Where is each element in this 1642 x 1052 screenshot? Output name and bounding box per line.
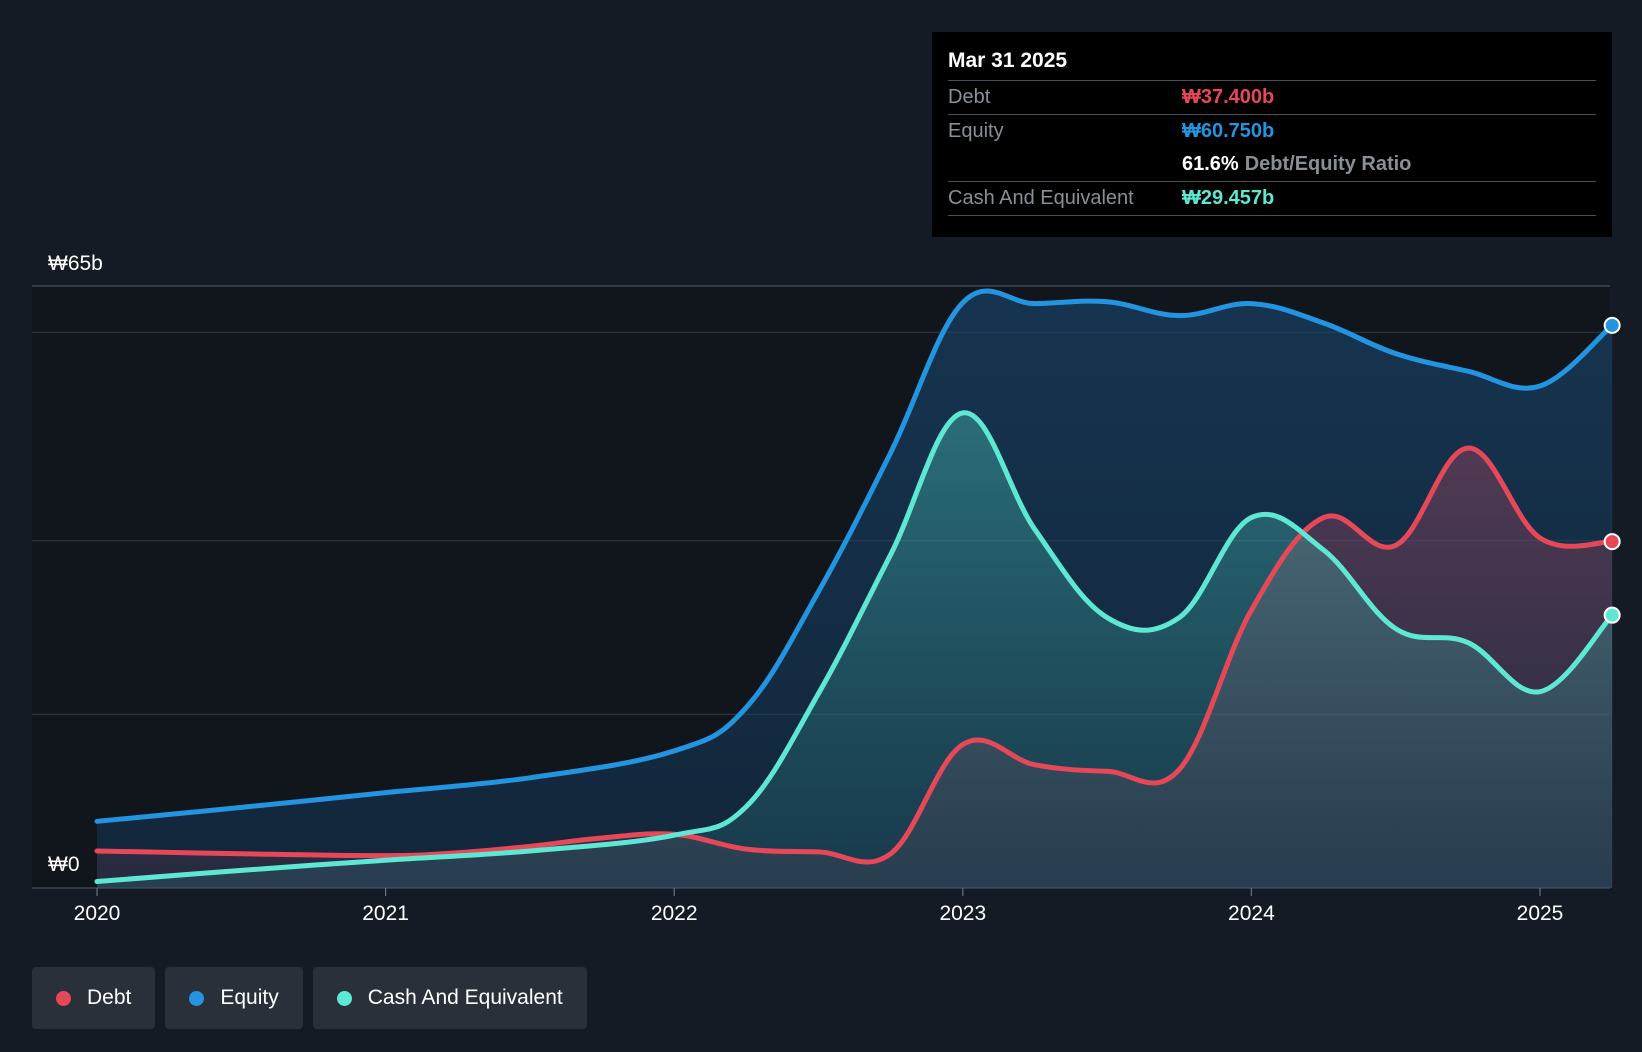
series-lines: [94, 288, 1615, 885]
legend-label-cash: Cash And Equivalent: [367, 986, 563, 1009]
tooltip-debt-label: Debt: [948, 86, 991, 108]
legend-label-equity: Equity: [220, 986, 279, 1009]
tooltip-date: Mar 31 2025: [948, 49, 1068, 72]
area-cash-and-equivalent: [97, 412, 1613, 888]
hover-tooltip: Mar 31 2025 Debt ₩37.400b Equity ₩60.750…: [932, 32, 1612, 237]
x-tick-label: 2024: [1228, 902, 1275, 925]
x-tick-label: 2021: [362, 902, 409, 925]
tooltip-cash-value: ₩29.457b: [1182, 187, 1275, 209]
tooltip-equity-label: Equity: [948, 120, 1004, 142]
line-equity: [94, 288, 1615, 824]
endpoint-debt: [1603, 533, 1621, 551]
tooltip-ratio-label: Debt/Equity Ratio: [1244, 153, 1412, 175]
y-axis-zero-label: ₩0: [48, 853, 80, 876]
endpoint-cash-and-equivalent: [1603, 606, 1621, 624]
tooltip-cash-row: Cash And Equivalent ₩29.457b: [948, 181, 1596, 216]
x-axis: 2020 2021 2022 2023 2024 2025: [74, 888, 1564, 925]
series-areas: [97, 291, 1613, 889]
x-tick-label: 2022: [651, 902, 698, 925]
legend-item-equity[interactable]: Equity: [165, 967, 303, 1029]
tooltip-cash-label: Cash And Equivalent: [948, 187, 1134, 209]
tooltip-ratio-row: 61.6% Debt/Equity Ratio: [948, 148, 1596, 181]
x-tick-label: 2023: [939, 902, 986, 925]
tooltip-equity-value: ₩60.750b: [1182, 120, 1275, 142]
legend-dot-equity: [189, 990, 205, 1006]
legend-item-debt[interactable]: Debt: [32, 967, 156, 1029]
legend-dot-debt: [56, 990, 71, 1006]
tooltip-debt-value: ₩37.400b: [1182, 86, 1275, 108]
line-cash-and-equivalent: [94, 410, 1615, 885]
series-endpoints: [1603, 316, 1621, 624]
x-tick-label: 2020: [74, 902, 121, 925]
tooltip-ratio-value: 61.6%: [1182, 153, 1239, 175]
y-axis-max-label: ₩65b: [48, 252, 103, 275]
legend-label-debt: Debt: [87, 986, 132, 1009]
legend-dot-cash: [336, 990, 352, 1006]
line-debt: [94, 445, 1615, 865]
endpoint-equity: [1603, 316, 1621, 334]
legend-item-cash[interactable]: Cash And Equivalent: [312, 967, 587, 1029]
tooltip-debt-row: Debt ₩37.400b: [948, 80, 1596, 114]
chart-legend: Debt Equity Cash And Equivalent: [32, 967, 587, 1029]
tooltip-equity-row: Equity ₩60.750b: [948, 114, 1596, 148]
x-tick-label: 2025: [1517, 902, 1564, 925]
